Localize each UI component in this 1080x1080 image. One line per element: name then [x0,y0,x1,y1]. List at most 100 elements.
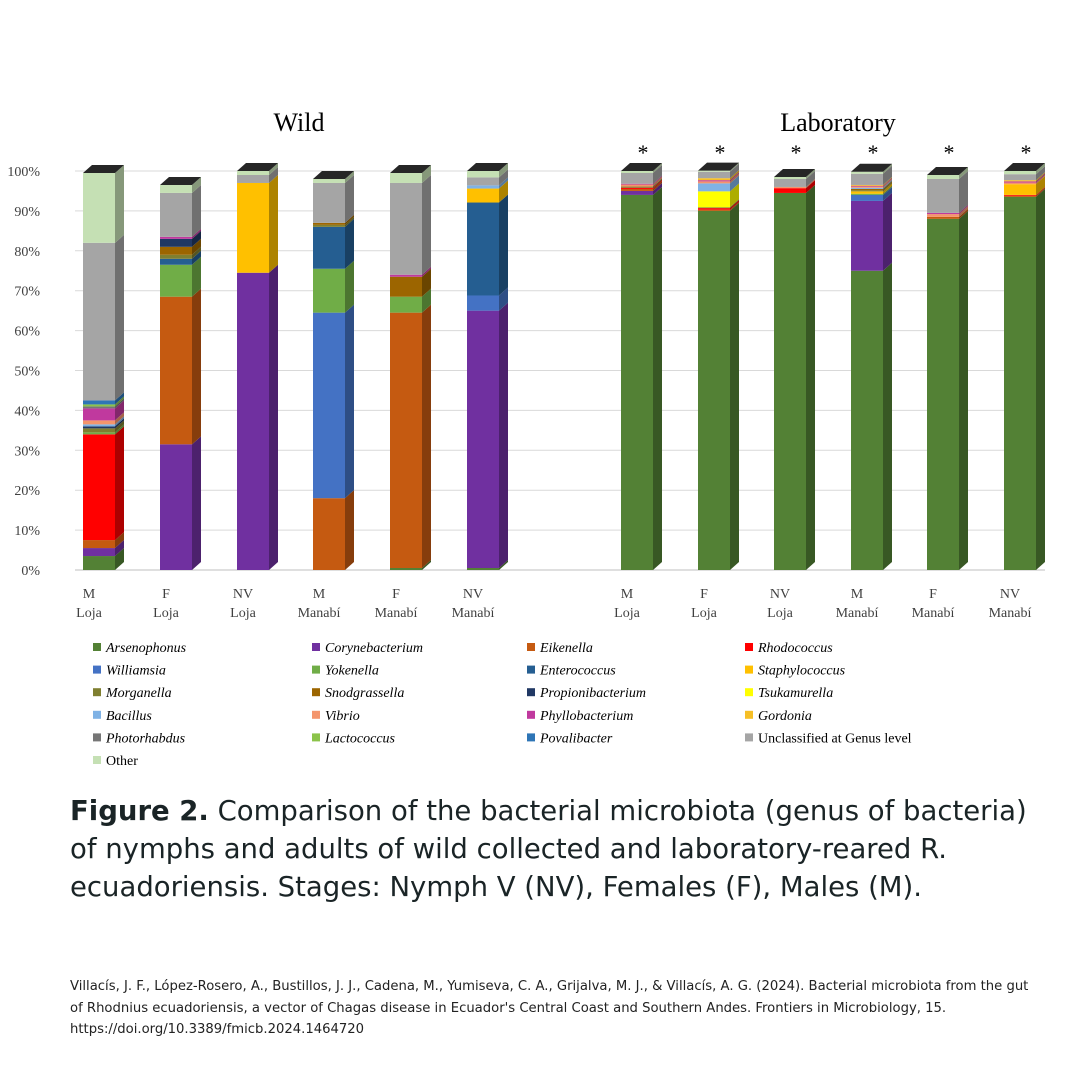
bar-segment [774,188,806,193]
bar-segment-side [883,182,892,192]
bar-stack [160,176,201,570]
bar-segment-side [192,436,201,570]
legend-label: Propionibacterium [539,686,646,701]
bar-segment [467,188,499,203]
bar-segment [774,186,806,189]
stacked-bar-chart: 0%10%20%30%40%50%60%70%80%90%100% * * * * * *… [7,108,1045,769]
bar-segment-side [730,163,739,179]
bar-stack [774,168,815,570]
bar-segment [83,420,115,425]
bar-top [851,163,892,172]
bars: * * * * * * [83,140,1045,570]
bar-segment [1004,174,1036,181]
legend-item: Arsenophonus [93,641,187,656]
bar-segment [83,172,115,243]
x-tick-label: Loja [76,606,102,621]
significance-marker: * [638,140,649,165]
significance-marker: * [944,140,955,165]
bar-segment [851,171,883,174]
bar-segment [160,238,192,247]
bar-segment [621,188,653,191]
bar-segment-side [653,164,662,184]
group-titles: Wild Laboratory [274,108,896,137]
y-tick-label: 50% [14,365,40,380]
bar-segment [83,556,115,570]
legend-item: Other [93,754,138,769]
caption-text: Comparison of the bacterial microbiota (… [70,795,1027,903]
bar-segment-side [730,162,739,172]
legend-swatch [527,710,535,719]
bar-segment [1004,195,1036,197]
legend-label: Povalibacter [539,731,613,746]
citation: Villacís, J. F., López-Rosero, A., Busti… [70,979,1029,1037]
bar-segment [390,182,422,275]
bar-segment [851,194,883,201]
bar-segment [160,258,192,265]
bar-segment [851,270,883,570]
bar-segment-side [1036,188,1045,570]
bar-segment-side [730,172,739,182]
legend-swatch [312,710,320,719]
legend-label: Photorhabdus [105,731,186,746]
bar-top [698,162,739,171]
bar-segment [698,180,730,182]
legend-swatch [527,733,535,742]
bar-top [160,176,201,185]
bar-top [313,170,354,179]
bar-stack [390,164,431,570]
bar-segment-side [883,177,892,187]
legend-item: Eikenella [527,641,593,656]
bar-segment-side [730,175,739,192]
bar-segment [774,192,806,570]
legend-label: Yokenella [325,664,379,679]
bar-segment [927,214,959,217]
bar-segment [160,192,192,237]
bar-segment-side [959,206,968,217]
bar-segment [467,185,499,189]
bar-segment [621,194,653,570]
bar-segment [467,568,499,570]
bar-segment-side [1036,166,1045,181]
legend-label: Lactococcus [324,731,396,746]
legend-swatch [745,733,753,742]
bar-segment-side [959,208,968,219]
bar-segment-side [730,201,739,211]
bar-segment-side [653,179,662,189]
bar-segment-side [883,183,892,194]
legend-item: Povalibacter [527,731,613,746]
bar-stack [83,164,124,570]
caption-lead: Figure 2. [70,795,209,827]
bar-segment [774,176,806,179]
legend-item: Gordonia [745,709,812,724]
bar-segment [83,540,115,549]
bar-segment [83,408,115,421]
legend-swatch [93,688,101,697]
y-tick-label: 70% [14,285,40,300]
x-tick-label: Loja [153,606,179,621]
bar-top [237,163,278,171]
bar-segment [83,400,115,405]
bar-segment [851,190,883,192]
bar-segment [83,548,115,557]
legend-label: Other [106,754,138,769]
bar-segment-side [115,548,124,570]
bar-segment [698,183,730,192]
bar-segment [160,184,192,193]
x-tick-label: NV [770,587,790,602]
bar-segment [1004,181,1036,183]
legend-swatch [312,643,320,651]
bar-segment-side [345,170,354,183]
legend: Arsenophonus Corynebacterium Eikenella Rhod… [93,641,912,769]
bar-segment-side [192,256,201,297]
bar-segment [160,264,192,297]
bar-segment-side [730,170,739,181]
x-tick-label: M [621,587,634,602]
bar-segment-side [422,266,431,277]
bar-segment [851,200,883,271]
bar-segment-side [345,304,354,499]
x-tick-label: Loja [767,606,793,621]
bar-segment-side [806,170,815,187]
bar-segment [83,432,115,435]
bar-segment [390,172,422,183]
bar-segment-side [499,163,508,178]
